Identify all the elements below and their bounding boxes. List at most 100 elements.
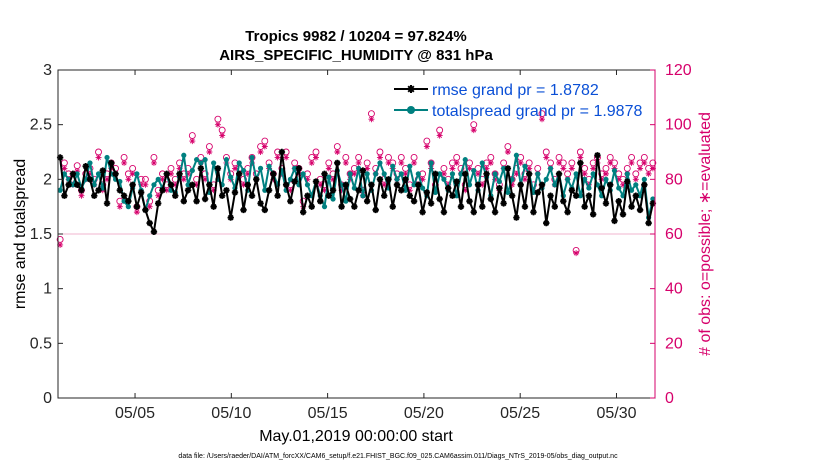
- rmse-point: [334, 159, 341, 167]
- obs-evaluated-point: [244, 170, 251, 177]
- rmse-point: [406, 192, 414, 199]
- totalspread-point: [462, 157, 468, 163]
- totalspread-point: [125, 204, 131, 210]
- rmse-point: [423, 189, 431, 196]
- obs-evaluated-point: [287, 187, 294, 194]
- y-right-tick-label: 120: [665, 62, 692, 79]
- obs-evaluated-point: [78, 192, 85, 199]
- totalspread-point: [57, 187, 63, 193]
- rmse-point: [385, 176, 392, 183]
- obs-evaluated-point: [116, 203, 123, 210]
- totalspread-point: [74, 171, 80, 177]
- obs-evaluated-point: [202, 176, 209, 183]
- rmse-point: [103, 200, 111, 207]
- rmse-point: [534, 189, 541, 196]
- obs-evaluated-point: [615, 176, 622, 183]
- rmse-point: [521, 203, 529, 210]
- totalspread-point: [134, 171, 140, 177]
- rmse-point: [278, 148, 286, 156]
- obs-evaluated-point: [577, 154, 584, 161]
- rmse-point: [274, 192, 281, 199]
- obs-evaluated-point: [351, 170, 358, 177]
- obs-evaluated-point: [308, 159, 315, 166]
- rmse-point: [295, 165, 303, 172]
- rmse-point: [150, 228, 158, 236]
- totalspread-point: [522, 163, 528, 169]
- obs-evaluated-point: [466, 165, 473, 172]
- rmse-point: [265, 187, 273, 194]
- obs-evaluated-point: [133, 209, 140, 216]
- series-layer: [56, 110, 657, 257]
- obs-evaluated-point: [86, 170, 93, 177]
- totalspread-point: [428, 160, 434, 166]
- obs-evaluated-point: [163, 187, 170, 194]
- legend-rmse-marker: [407, 85, 415, 93]
- rmse-point: [611, 217, 618, 225]
- totalspread-point: [432, 189, 438, 196]
- obs-evaluated-point: [590, 165, 597, 172]
- rmse-point: [91, 192, 98, 199]
- y-tick-label: 3: [43, 62, 52, 79]
- rmse-point: [585, 192, 593, 199]
- totalspread-point: [147, 193, 153, 199]
- obs-evaluated-point: [368, 116, 375, 123]
- rmse-point: [419, 208, 426, 216]
- rmse-point: [120, 192, 128, 199]
- rmse-point: [78, 187, 85, 194]
- obs-evaluated-point: [440, 170, 447, 177]
- rmse-point: [555, 170, 563, 178]
- totalspread-point: [437, 171, 443, 177]
- obs-evaluated-point: [176, 165, 183, 172]
- totalspread-point: [104, 154, 110, 161]
- rmse-point: [189, 181, 196, 188]
- totalspread-point: [181, 152, 187, 158]
- obs-evaluated-point: [573, 250, 580, 257]
- rmse-point: [321, 170, 328, 178]
- totalspread-point: [641, 176, 647, 182]
- totalspread-point: [228, 174, 234, 180]
- rmse-point: [359, 167, 367, 174]
- rmse-point: [457, 203, 465, 210]
- totalspread-point: [223, 157, 230, 163]
- obs-evaluated-point: [338, 187, 345, 194]
- obs-evaluated-point: [355, 159, 362, 166]
- obs-evaluated-point: [419, 176, 426, 183]
- obs-evaluated-point: [270, 176, 277, 183]
- obs-evaluated-point: [470, 127, 477, 134]
- obs-evaluated-point: [649, 165, 656, 172]
- totalspread-point: [573, 171, 579, 177]
- totalspread-point: [377, 160, 383, 166]
- rmse-point: [261, 206, 269, 214]
- obs-evaluated-point: [406, 187, 413, 194]
- rmse-point: [227, 214, 234, 221]
- rmse-point: [410, 198, 418, 205]
- obs-evaluated-point: [402, 170, 409, 177]
- totalspread-point: [458, 171, 464, 177]
- rmse-point: [197, 165, 205, 172]
- rmse-point: [402, 176, 409, 183]
- obs-evaluated-point: [581, 170, 588, 177]
- left-axis-ticks: 0 0.5 1 1.5 2 2.5 3: [30, 62, 63, 407]
- totalspread-point: [624, 171, 630, 177]
- obs-evaluated-point: [142, 181, 149, 188]
- obs-evaluated-point: [475, 170, 482, 177]
- totalspread-point: [616, 185, 622, 191]
- rmse-point: [393, 181, 401, 188]
- totalspread-point: [91, 182, 97, 188]
- rmse-point: [453, 178, 460, 185]
- totalspread-point: [564, 176, 571, 182]
- totalspread-point: [236, 160, 242, 166]
- rmse-point: [65, 181, 72, 188]
- totalspread-point: [304, 182, 311, 188]
- chart-title-line-2: AIRS_SPECIFIC_HUMIDITY @ 831 hPa: [219, 47, 493, 64]
- totalspread-point: [300, 171, 306, 177]
- totalspread-point: [240, 167, 247, 174]
- rmse-point: [172, 192, 179, 199]
- rmse-point: [223, 187, 230, 194]
- rmse-point: [125, 198, 132, 205]
- rmse-point: [342, 181, 350, 188]
- x-tick-label: 05/15: [308, 405, 348, 422]
- obs-evaluated-point: [104, 176, 111, 183]
- totalspread-point: [603, 176, 609, 182]
- rmse-point: [551, 203, 558, 210]
